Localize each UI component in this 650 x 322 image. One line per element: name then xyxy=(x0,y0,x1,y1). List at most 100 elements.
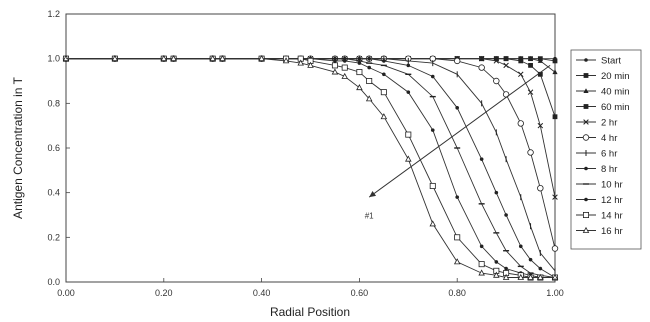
y-tick-label: 0.6 xyxy=(47,143,60,153)
data-point xyxy=(494,190,499,195)
legend-item: Start xyxy=(576,55,621,66)
y-tick-label: 1.0 xyxy=(47,54,60,64)
data-point xyxy=(478,64,485,71)
legend-box xyxy=(570,49,642,250)
y-tick-label: 0.4 xyxy=(47,188,60,198)
data-point xyxy=(367,65,371,70)
data-point xyxy=(552,194,558,200)
series-line xyxy=(66,58,556,249)
legend-swatch-marker xyxy=(584,197,588,202)
data-point xyxy=(455,195,460,199)
annotation-label: #1 xyxy=(365,211,374,220)
series-12-hr xyxy=(64,56,557,280)
x-tick-label: 0.60 xyxy=(351,288,369,298)
data-point xyxy=(503,62,509,69)
data-point xyxy=(382,72,386,77)
data-point xyxy=(503,56,509,62)
legend-label: 60 min xyxy=(601,102,630,113)
data-point xyxy=(356,69,363,76)
legend-swatch-marker xyxy=(583,211,590,218)
data-point xyxy=(453,258,461,265)
series-line xyxy=(66,58,556,198)
data-point xyxy=(527,89,534,95)
series-14-hr xyxy=(63,55,559,281)
data-point xyxy=(552,69,558,75)
y-tick-label: 0.8 xyxy=(47,98,60,108)
data-point xyxy=(429,182,436,189)
data-point xyxy=(331,62,338,69)
data-point xyxy=(502,273,510,280)
x-tick-label: 0.00 xyxy=(57,288,75,298)
data-point xyxy=(366,78,373,85)
data-point xyxy=(537,273,544,280)
series-line xyxy=(66,58,556,272)
data-point xyxy=(160,55,168,62)
legend-item: 12 hr xyxy=(576,195,623,206)
legend-item: 2 hr xyxy=(576,117,617,128)
data-point xyxy=(380,113,388,120)
data-point xyxy=(478,261,485,268)
data-point xyxy=(551,245,559,252)
legend-label: 6 hr xyxy=(601,148,617,159)
data-point xyxy=(538,266,543,271)
data-point xyxy=(209,55,216,62)
legend-items: Start 20 min 40 min 60 min 2 hr 4 hr 6 hr 8 hr 1… xyxy=(576,55,630,237)
legend-item: 60 min xyxy=(576,102,630,113)
data-point xyxy=(429,220,437,227)
data-point xyxy=(357,56,362,61)
x-axis-title: Radial Position xyxy=(270,305,350,319)
data-point xyxy=(297,59,304,66)
legend-item: 4 hr xyxy=(576,133,617,144)
x-tick-label: 0.20 xyxy=(155,288,173,298)
data-point xyxy=(479,157,484,161)
data-point xyxy=(282,57,290,64)
annotation-arrow-head xyxy=(369,190,377,198)
series-layer xyxy=(62,55,559,281)
data-point xyxy=(405,155,412,162)
legend-label: 12 hr xyxy=(601,195,623,206)
data-point xyxy=(537,58,543,63)
data-point xyxy=(170,55,177,62)
legend-swatch-marker xyxy=(583,104,589,109)
data-point xyxy=(478,269,485,276)
data-point xyxy=(552,114,558,120)
legend-label: 4 hr xyxy=(601,133,617,144)
legend-item: 40 min xyxy=(576,86,630,97)
x-tick-label: 0.80 xyxy=(448,288,466,298)
data-point xyxy=(380,89,387,96)
data-point xyxy=(518,244,523,249)
data-point xyxy=(493,271,500,278)
legend-swatch-marker xyxy=(583,73,589,78)
data-point xyxy=(430,74,435,79)
data-point xyxy=(537,122,544,129)
legend-label: 16 hr xyxy=(601,226,623,237)
legend-item: 16 hr xyxy=(576,226,623,237)
legend-label: 20 min xyxy=(601,71,630,82)
legend-label: 10 hr xyxy=(601,179,623,190)
data-point xyxy=(367,56,371,61)
legend-swatch-marker xyxy=(584,166,588,171)
data-point xyxy=(479,244,484,249)
y-tick-label: 1.2 xyxy=(47,9,60,19)
data-point xyxy=(537,184,544,192)
data-point xyxy=(357,61,362,65)
data-point xyxy=(518,58,524,64)
annotation-arrow-line xyxy=(368,64,551,198)
data-point xyxy=(406,63,411,68)
legend-label: 8 hr xyxy=(601,164,617,175)
legend-swatch-marker xyxy=(583,119,589,125)
series-6-hr xyxy=(65,55,556,274)
data-point xyxy=(307,61,314,68)
y-axis-title: Antigen Concentration in T xyxy=(11,76,25,219)
data-point xyxy=(405,131,412,138)
legend-label: Start xyxy=(601,55,621,66)
legend-swatch-marker xyxy=(582,134,590,141)
data-point xyxy=(517,120,524,127)
y-axis-ticks: 0.0 0.2 0.4 0.6 0.8 1.0 1.2 xyxy=(47,9,70,287)
legend-label: 2 hr xyxy=(601,117,617,128)
x-tick-label: 0.40 xyxy=(253,288,271,298)
legend-item: 6 hr xyxy=(576,148,617,159)
data-point xyxy=(258,55,265,62)
legend-label: 40 min xyxy=(601,86,630,97)
legend-item: 10 hr xyxy=(576,179,623,190)
